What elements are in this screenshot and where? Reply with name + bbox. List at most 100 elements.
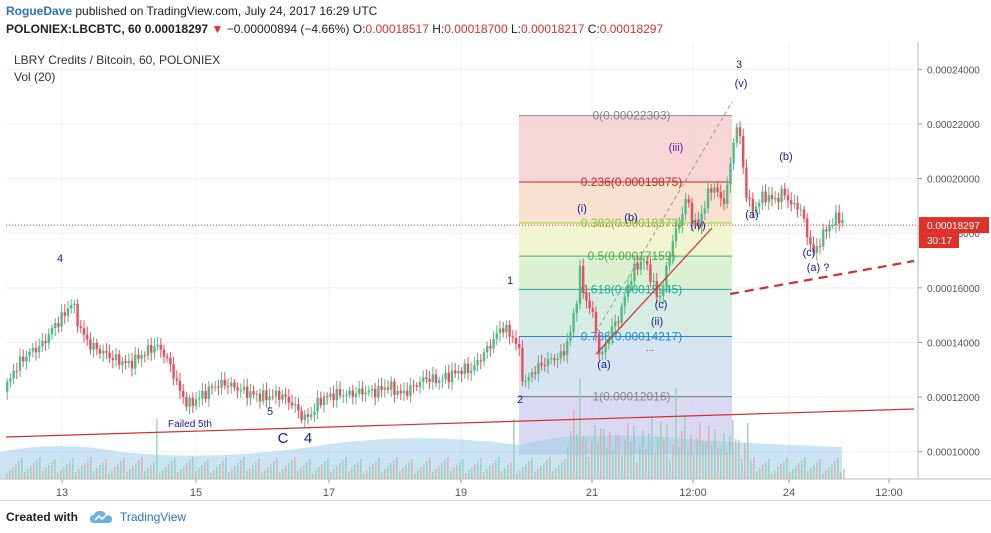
- volume-bar: [66, 464, 68, 479]
- tradingview-brand[interactable]: TradingView: [90, 506, 186, 528]
- wave-label: C: [278, 430, 289, 447]
- volume-bar: [501, 471, 503, 479]
- volume-bar: [354, 465, 356, 479]
- drawings[interactable]: [5, 101, 918, 438]
- volume-bar: [438, 466, 440, 479]
- candle-body: [671, 241, 674, 257]
- volume-bar: [705, 442, 707, 479]
- candle-body: [761, 191, 764, 204]
- volume-bar: [816, 462, 818, 479]
- volume-bar: [786, 458, 788, 479]
- channel-trendline[interactable]: [595, 227, 713, 355]
- volume-bar: [276, 458, 278, 479]
- candle-body: [348, 390, 351, 395]
- candle-body: [498, 328, 502, 334]
- candle-body: [146, 345, 150, 356]
- candle-body: [140, 355, 143, 359]
- y-tick-label: 0.00014000: [927, 338, 980, 349]
- candle-body: [76, 303, 79, 327]
- volume-bar: [78, 469, 80, 479]
- volume-bar: [804, 457, 806, 479]
- candle-body: [34, 347, 38, 353]
- volume-bar: [45, 468, 47, 479]
- volume-bar: [591, 441, 593, 479]
- volume-bar: [561, 462, 563, 479]
- volume-bar: [33, 463, 35, 479]
- candle-body: [825, 229, 828, 232]
- volume-bar: [213, 470, 215, 479]
- candle-body: [770, 194, 774, 200]
- candle-body: [703, 208, 706, 214]
- fib-zone: [519, 222, 732, 257]
- volume-bar: [327, 458, 329, 479]
- candle-body: [268, 396, 271, 401]
- volume-bar: [177, 472, 179, 479]
- candle-body: [374, 388, 377, 398]
- candle-body: [457, 370, 460, 374]
- projected-trendline[interactable]: [729, 259, 915, 296]
- y-tick-label: 0.00022000: [927, 120, 980, 131]
- volume-bar: [183, 466, 185, 479]
- candle-body: [636, 263, 639, 270]
- volume-bar: [252, 465, 254, 479]
- candle-body: [294, 404, 297, 406]
- volume-bar: [702, 441, 704, 479]
- volume-bar: [456, 465, 458, 479]
- candle-body: [25, 356, 28, 362]
- volume-bar: [678, 447, 680, 479]
- candle-body: [486, 345, 489, 353]
- candle-body: [783, 188, 786, 196]
- candle-body: [156, 344, 159, 347]
- x-tick-label: 21: [586, 487, 598, 499]
- candle-body: [543, 365, 546, 367]
- candle-body: [137, 354, 140, 359]
- volume-bar: [549, 457, 551, 479]
- candle-body: [6, 381, 9, 392]
- open-value: 0.00018517: [365, 22, 429, 36]
- candle-body: [60, 312, 63, 327]
- high-label: H:: [432, 22, 445, 36]
- volume-bar: [39, 457, 41, 479]
- candle-body: [818, 246, 822, 248]
- candle-body: [418, 381, 422, 387]
- long-trendline[interactable]: [5, 408, 915, 438]
- wave-label: 3: [736, 59, 742, 71]
- volume-bar: [585, 438, 587, 479]
- close-label: C:: [587, 22, 600, 36]
- volume-bar: [717, 448, 719, 479]
- volume-bar: [630, 442, 632, 479]
- author-link[interactable]: RogueDave: [6, 4, 73, 18]
- volume-bar: [240, 460, 242, 479]
- volume-bar: [171, 461, 173, 479]
- wave-label: 5: [267, 406, 273, 418]
- volume-bar: [318, 467, 320, 479]
- volume-bar: [519, 470, 521, 479]
- volume-bar: [609, 432, 611, 479]
- volume-bar: [111, 470, 113, 479]
- volume-bar: [480, 458, 482, 479]
- candle-body: [166, 356, 169, 358]
- volume-bar: [402, 468, 404, 479]
- volume-bar: [555, 468, 557, 479]
- volume-bar: [477, 461, 479, 479]
- price-chart[interactable]: 0(0.00022303) 0.236(0.00019875) 0.382(0.00…: [0, 42, 991, 500]
- candle-body: [361, 388, 364, 395]
- wave-label: (iv): [690, 220, 705, 232]
- candle-body: [364, 392, 367, 395]
- candle-body: [415, 385, 418, 387]
- volume-bar: [186, 463, 188, 479]
- candle-body: [799, 209, 802, 211]
- volume-bar: [288, 463, 290, 479]
- volume-bar: [675, 388, 677, 479]
- volume-bar: [291, 460, 293, 479]
- candle-body: [662, 286, 665, 297]
- volume-bar: [336, 466, 338, 479]
- candle-body: [822, 229, 825, 247]
- candle-body: [681, 214, 684, 226]
- volume-bar: [720, 449, 722, 479]
- volume-bar: [444, 460, 446, 479]
- candle-body: [319, 397, 322, 406]
- candle-body: [646, 260, 649, 265]
- candle-body: [527, 377, 530, 381]
- candle-body: [694, 219, 697, 223]
